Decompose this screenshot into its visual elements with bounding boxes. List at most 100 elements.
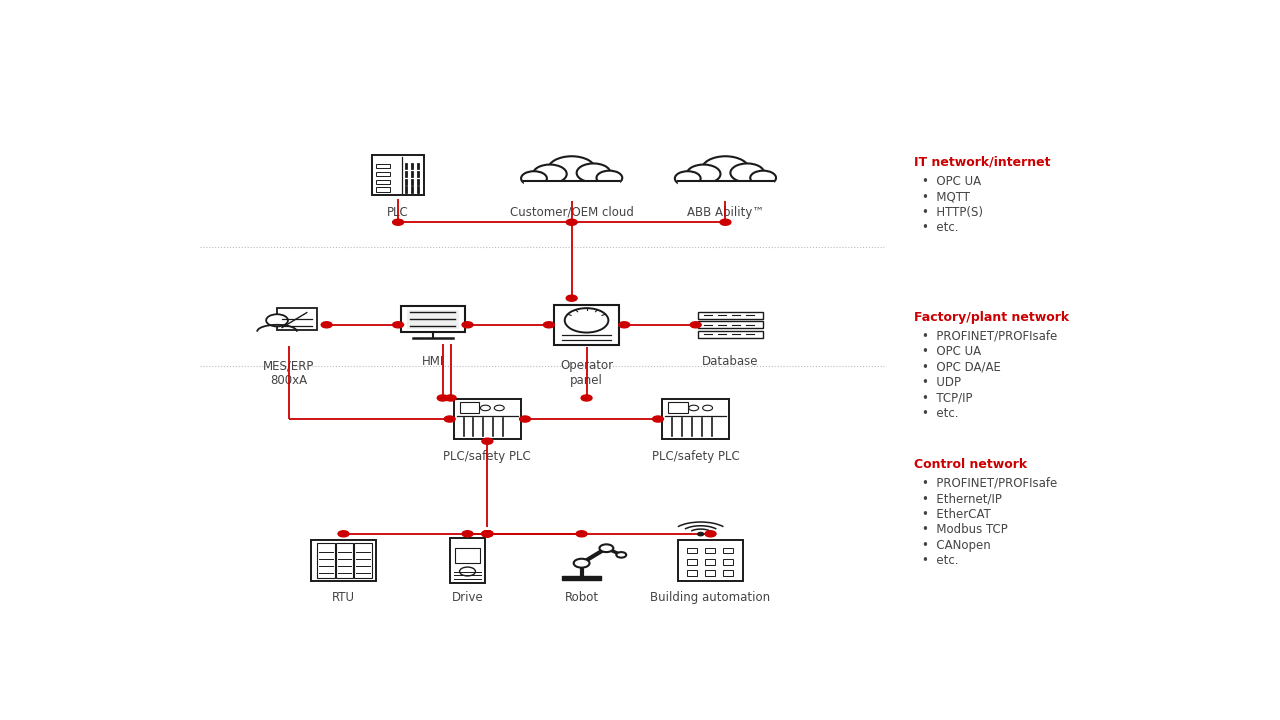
Circle shape xyxy=(719,219,731,225)
FancyBboxPatch shape xyxy=(453,399,521,439)
Text: Control network: Control network xyxy=(914,458,1027,471)
Circle shape xyxy=(731,163,764,182)
Text: •  etc.: • etc. xyxy=(922,408,959,420)
Circle shape xyxy=(481,531,493,537)
Circle shape xyxy=(494,405,504,410)
Circle shape xyxy=(321,322,332,328)
Circle shape xyxy=(481,531,493,537)
Circle shape xyxy=(690,322,701,328)
Circle shape xyxy=(266,314,288,326)
Text: •  Ethernet/IP: • Ethernet/IP xyxy=(922,492,1002,505)
FancyBboxPatch shape xyxy=(668,402,687,413)
FancyBboxPatch shape xyxy=(376,187,390,192)
FancyBboxPatch shape xyxy=(687,570,698,576)
FancyBboxPatch shape xyxy=(723,570,733,576)
Circle shape xyxy=(462,531,474,537)
Circle shape xyxy=(596,171,622,185)
FancyBboxPatch shape xyxy=(376,179,390,184)
Circle shape xyxy=(544,322,554,328)
FancyBboxPatch shape xyxy=(687,559,698,564)
Circle shape xyxy=(481,531,493,537)
Circle shape xyxy=(618,322,630,328)
FancyBboxPatch shape xyxy=(376,172,390,176)
Circle shape xyxy=(393,322,403,328)
Circle shape xyxy=(653,416,663,422)
FancyBboxPatch shape xyxy=(554,305,618,345)
Circle shape xyxy=(445,395,456,401)
Circle shape xyxy=(564,308,608,333)
FancyBboxPatch shape xyxy=(678,539,742,581)
Text: Robot: Robot xyxy=(564,591,599,604)
Text: Customer/OEM cloud: Customer/OEM cloud xyxy=(509,206,634,219)
Text: Factory/plant network: Factory/plant network xyxy=(914,311,1069,324)
Circle shape xyxy=(581,395,593,401)
Circle shape xyxy=(444,416,456,422)
FancyBboxPatch shape xyxy=(317,543,335,578)
FancyBboxPatch shape xyxy=(698,330,763,338)
Circle shape xyxy=(481,531,493,537)
Circle shape xyxy=(566,295,577,301)
FancyBboxPatch shape xyxy=(687,548,698,554)
FancyBboxPatch shape xyxy=(698,312,763,319)
Circle shape xyxy=(698,532,704,536)
FancyBboxPatch shape xyxy=(705,548,716,554)
Circle shape xyxy=(687,165,721,184)
Text: •  OPC UA: • OPC UA xyxy=(922,174,980,187)
FancyBboxPatch shape xyxy=(723,559,733,564)
Text: Operator
panel: Operator panel xyxy=(559,359,613,387)
Text: Building automation: Building automation xyxy=(650,591,771,604)
Circle shape xyxy=(599,544,613,552)
Text: RTU: RTU xyxy=(332,591,355,604)
Circle shape xyxy=(750,171,776,185)
Circle shape xyxy=(521,171,547,186)
FancyBboxPatch shape xyxy=(460,402,480,413)
Text: PLC/safety PLC: PLC/safety PLC xyxy=(443,449,531,462)
Circle shape xyxy=(689,405,699,410)
FancyBboxPatch shape xyxy=(723,548,733,554)
Text: MES/ERP
800xA: MES/ERP 800xA xyxy=(264,359,315,387)
Circle shape xyxy=(576,163,611,182)
FancyBboxPatch shape xyxy=(662,399,730,439)
FancyBboxPatch shape xyxy=(401,306,465,332)
Circle shape xyxy=(438,395,448,401)
Text: •  UDP: • UDP xyxy=(922,377,961,390)
Text: HMI: HMI xyxy=(421,355,444,369)
FancyBboxPatch shape xyxy=(705,559,716,564)
Text: •  EtherCAT: • EtherCAT xyxy=(922,508,991,521)
Circle shape xyxy=(480,405,490,410)
Text: •  OPC DA/AE: • OPC DA/AE xyxy=(922,361,1001,374)
FancyBboxPatch shape xyxy=(698,321,763,328)
Text: •  etc.: • etc. xyxy=(922,554,959,567)
Text: ABB Ability™: ABB Ability™ xyxy=(687,206,764,219)
Circle shape xyxy=(576,531,588,537)
Text: •  CANopen: • CANopen xyxy=(922,539,991,552)
Circle shape xyxy=(393,219,403,225)
FancyBboxPatch shape xyxy=(407,310,460,329)
Circle shape xyxy=(566,219,577,225)
Circle shape xyxy=(460,567,475,576)
Circle shape xyxy=(481,438,493,444)
FancyBboxPatch shape xyxy=(335,543,353,578)
Text: Database: Database xyxy=(703,355,759,369)
Text: •  Modbus TCP: • Modbus TCP xyxy=(922,523,1007,536)
Text: •  OPC UA: • OPC UA xyxy=(922,346,980,359)
Text: •  PROFINET/PROFIsafe: • PROFINET/PROFIsafe xyxy=(922,477,1057,490)
Text: •  MQTT: • MQTT xyxy=(922,190,970,203)
FancyBboxPatch shape xyxy=(451,538,485,583)
Circle shape xyxy=(705,531,716,537)
FancyBboxPatch shape xyxy=(311,539,376,581)
Circle shape xyxy=(338,531,349,537)
FancyBboxPatch shape xyxy=(456,548,480,563)
Circle shape xyxy=(703,405,713,410)
Text: •  TCP/IP: • TCP/IP xyxy=(922,392,973,405)
Text: IT network/internet: IT network/internet xyxy=(914,156,1051,168)
Circle shape xyxy=(573,559,590,567)
Text: PLC/safety PLC: PLC/safety PLC xyxy=(652,449,740,462)
Circle shape xyxy=(675,171,700,186)
FancyBboxPatch shape xyxy=(372,155,424,195)
Circle shape xyxy=(462,322,474,328)
FancyBboxPatch shape xyxy=(276,308,316,330)
Circle shape xyxy=(532,165,567,184)
Text: •  HTTP(S): • HTTP(S) xyxy=(922,206,983,219)
FancyBboxPatch shape xyxy=(705,570,716,576)
